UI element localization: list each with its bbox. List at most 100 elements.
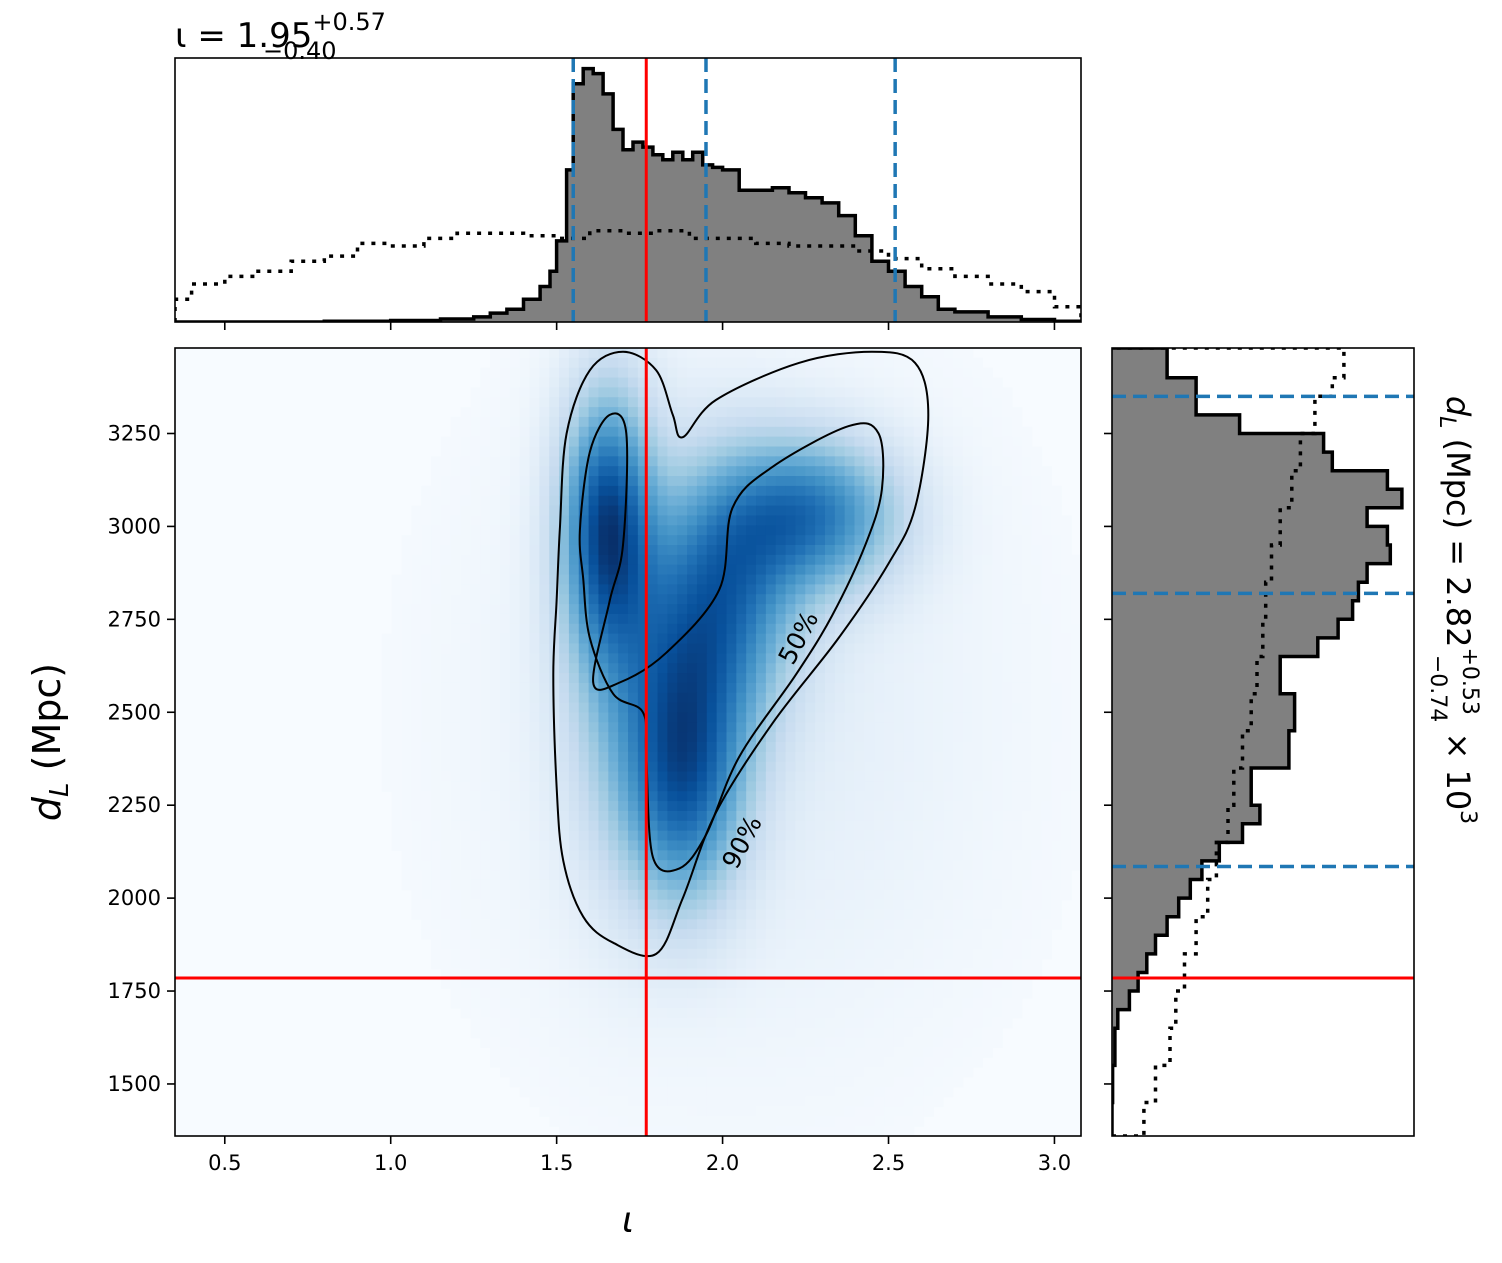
- heatmap-cell: [687, 574, 698, 585]
- heatmap-cell: [815, 397, 826, 408]
- heatmap-cell: [795, 1017, 806, 1029]
- heatmap-cell: [1002, 604, 1013, 615]
- heatmap-cell: [864, 830, 875, 842]
- heatmap-cell: [706, 968, 718, 979]
- heatmap-cell: [903, 1017, 915, 1029]
- heatmap-cell: [519, 623, 531, 635]
- heatmap-cell: [1012, 604, 1023, 615]
- heatmap-cell: [687, 682, 698, 694]
- heatmap-cell: [677, 367, 688, 379]
- heatmap-cell: [716, 387, 728, 398]
- heatmap-cell: [726, 1037, 737, 1048]
- heatmap-cell: [529, 682, 540, 694]
- heatmap-cell: [736, 525, 747, 536]
- heatmap-cell: [628, 889, 639, 901]
- heatmap-cell: [972, 613, 984, 625]
- heatmap-cell: [696, 574, 708, 585]
- heatmap-cell: [805, 909, 816, 920]
- heatmap-cell: [499, 850, 511, 861]
- heatmap-cell: [608, 623, 619, 635]
- heatmap-cell: [549, 348, 560, 359]
- heatmap-cell: [421, 554, 432, 566]
- heatmap-cell: [1021, 860, 1033, 871]
- heatmap-cell: [1031, 860, 1043, 871]
- heatmap-cell: [657, 1047, 668, 1058]
- heatmap-cell: [411, 820, 422, 832]
- heatmap-cell: [923, 830, 934, 842]
- heatmap-cell: [509, 416, 521, 428]
- heatmap-cell: [637, 505, 649, 517]
- heatmap-cell: [440, 702, 452, 714]
- heatmap-cell: [637, 791, 649, 802]
- heatmap-cell: [775, 446, 787, 457]
- heatmap-cell: [637, 633, 649, 645]
- heatmap-cell: [1002, 436, 1013, 448]
- heatmap-cell: [1041, 761, 1053, 773]
- heatmap-cell: [923, 673, 934, 684]
- heatmap-cell: [824, 584, 836, 595]
- heatmap-cell: [588, 1096, 600, 1108]
- heatmap-cell: [903, 456, 915, 467]
- heatmap-cell: [874, 348, 885, 359]
- heatmap-cell: [736, 801, 747, 812]
- heatmap-cell: [647, 810, 659, 822]
- heatmap-cell: [874, 525, 885, 536]
- heatmap-cell: [893, 1096, 905, 1108]
- heatmap-cell: [440, 466, 452, 477]
- heatmap-cell: [1041, 929, 1053, 940]
- heatmap-cell: [628, 1116, 639, 1127]
- heatmap-cell: [933, 426, 944, 438]
- heatmap-cell: [785, 535, 797, 546]
- heatmap-cell: [618, 850, 629, 861]
- heatmap-cell: [431, 939, 442, 950]
- heatmap-cell: [598, 978, 609, 989]
- heatmap-cell: [1012, 505, 1023, 517]
- heatmap-cell: [893, 535, 905, 546]
- heatmap-cell: [696, 761, 708, 773]
- heatmap-cell: [460, 584, 472, 595]
- heatmap-cell: [450, 584, 462, 595]
- heatmap-cell: [746, 446, 757, 457]
- heatmap-cell: [864, 584, 875, 595]
- heatmap-cell: [421, 682, 432, 694]
- heatmap-cell: [716, 1027, 728, 1039]
- heatmap-cell: [696, 456, 708, 467]
- heatmap-cell: [568, 1067, 580, 1078]
- heatmap-cell: [933, 1067, 944, 1078]
- heatmap-cell: [490, 791, 501, 802]
- heatmap-cell: [539, 810, 550, 822]
- heatmap-cell: [559, 397, 570, 408]
- heatmap-cell: [775, 978, 787, 989]
- heatmap-cell: [1021, 545, 1033, 556]
- heatmap-cell: [509, 1047, 521, 1058]
- heatmap-cell: [687, 673, 698, 684]
- heatmap-cell: [381, 712, 393, 723]
- heatmap-cell: [677, 584, 688, 595]
- heatmap-cell: [628, 919, 639, 930]
- heatmap-cell: [1031, 643, 1043, 654]
- heatmap-cell: [608, 377, 619, 388]
- heatmap-cell: [608, 1007, 619, 1019]
- heatmap-cell: [815, 879, 826, 891]
- heatmap-cell: [756, 1067, 767, 1078]
- heatmap-cell: [805, 604, 816, 615]
- heatmap-cell: [401, 545, 412, 556]
- heatmap-cell: [509, 1017, 521, 1029]
- heatmap-cell: [499, 545, 511, 556]
- heatmap-cell: [519, 958, 531, 970]
- heatmap-cell: [795, 466, 806, 477]
- heatmap-cell: [913, 712, 925, 723]
- heatmap-cell: [647, 1007, 659, 1019]
- heatmap-cell: [903, 909, 915, 920]
- heatmap-cell: [1061, 781, 1072, 792]
- heatmap-cell: [559, 751, 570, 763]
- heatmap-cell: [805, 850, 816, 861]
- heatmap-cell: [637, 889, 649, 901]
- heatmap-cell: [844, 515, 856, 526]
- heatmap-cell: [401, 594, 412, 605]
- heatmap-cell: [893, 367, 905, 379]
- heatmap-cell: [677, 505, 688, 517]
- heatmap-cell: [785, 939, 797, 950]
- heatmap-cell: [903, 830, 915, 842]
- heatmap-cell: [785, 712, 797, 723]
